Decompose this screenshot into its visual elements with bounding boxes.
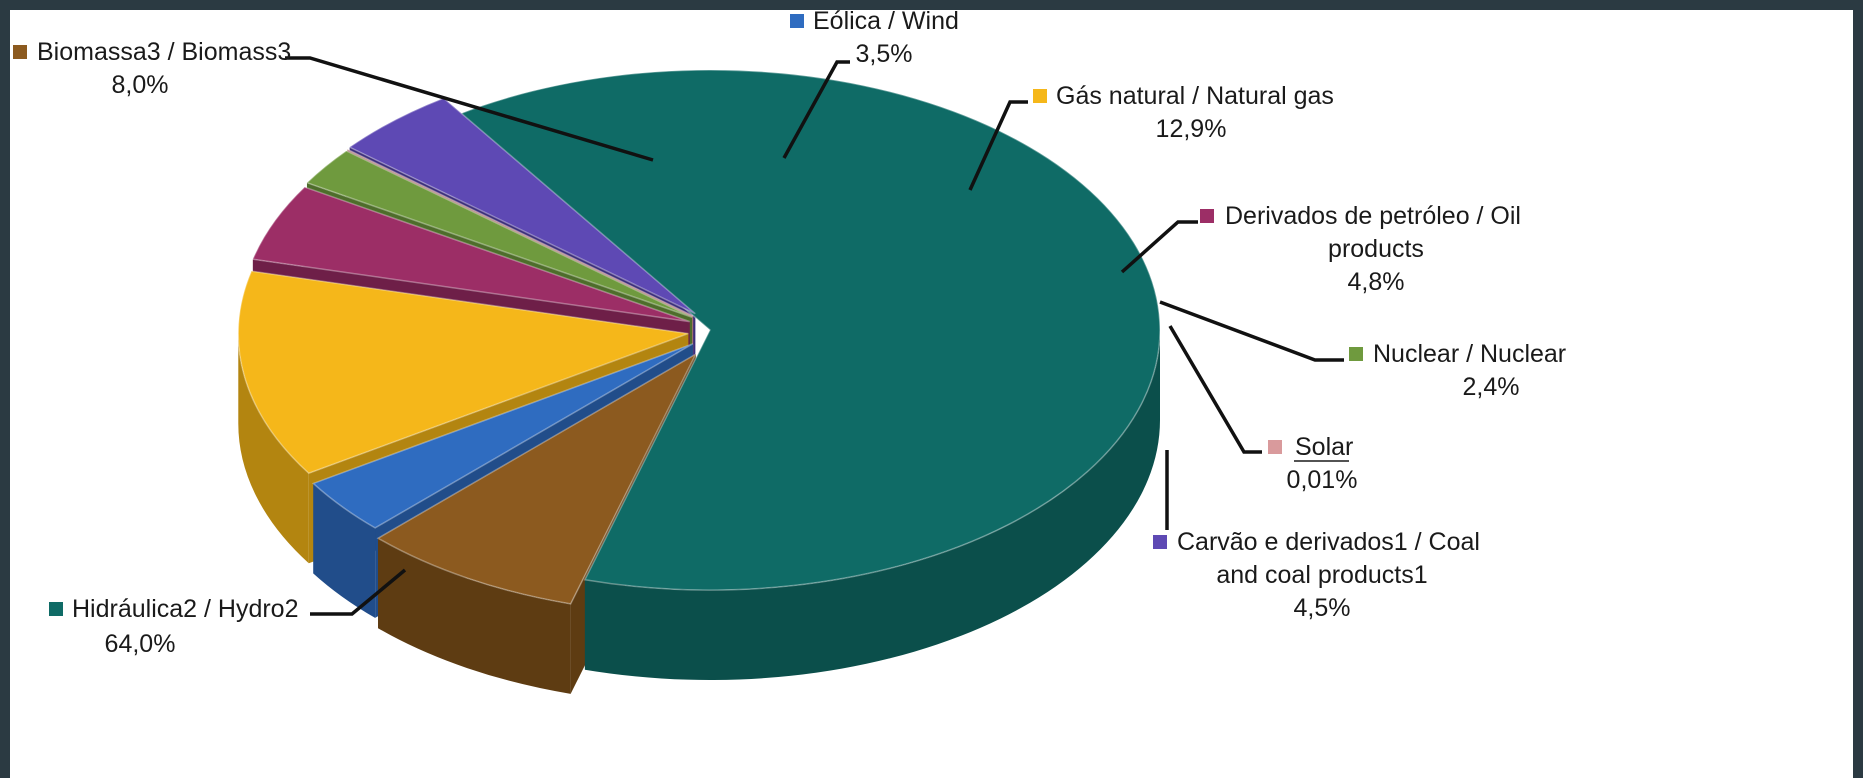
value-hydro: 64,0% [105, 630, 176, 658]
swatch-nuclear [1349, 347, 1363, 361]
slice-oil-products [251, 186, 690, 323]
slice-side-hydro [584, 330, 1160, 680]
leader-line-hydro [310, 568, 407, 616]
label-solar: Solar [1295, 433, 1353, 461]
swatch-hydro [49, 602, 63, 616]
swatch-coal [1153, 535, 1167, 549]
slice-biomass [376, 352, 698, 605]
leader-line-natural-gas [968, 100, 1028, 191]
slice-nuclear [305, 150, 693, 318]
leader-line-oil-products [1120, 220, 1198, 274]
leader-line-nuclear [1159, 300, 1344, 362]
value-oil-products: 4,8% [1348, 268, 1405, 296]
swatch-biomass [13, 45, 27, 59]
label-biomass: Biomassa3 / Biomass3 [37, 38, 291, 66]
leader-line-biomass [285, 56, 654, 162]
value-wind: 3,5% [856, 40, 913, 68]
slice-side-natural-gas [238, 333, 309, 564]
label-nuclear: Nuclear / Nuclear [1373, 340, 1566, 368]
slice-hydro [456, 69, 1161, 591]
value-solar: 0,01% [1287, 466, 1358, 494]
swatch-wind [790, 14, 804, 28]
value-natural-gas: 12,9% [1156, 115, 1227, 143]
leader-line-solar [1168, 325, 1262, 454]
label-coal: Carvão e derivados1 / Coal [1177, 528, 1480, 556]
swatch-natural-gas [1033, 89, 1047, 103]
slice-side-wind [313, 483, 376, 618]
slice-natural-gas [237, 270, 689, 475]
label-wind: Eólica / Wind [813, 10, 959, 35]
slice-wind [311, 343, 694, 529]
value-nuclear: 2,4% [1463, 373, 1520, 401]
label-oil-products: Derivados de petróleo / Oil [1225, 202, 1521, 230]
label-hydro: Hidráulica2 / Hydro2 [72, 595, 299, 623]
slice-side-biomass [378, 538, 571, 694]
label-natural-gas: Gás natural / Natural gas [1056, 82, 1334, 110]
value-coal: 4,5% [1294, 594, 1351, 622]
leader-line-wind [782, 60, 850, 159]
chart-frame: Hidráulica2 / Hydro2 64,0% Biomassa3 / B… [10, 10, 1853, 778]
swatch-oil-products [1200, 209, 1214, 223]
label-coal-2: and coal products1 [1216, 561, 1427, 589]
label-oil-products-2: products [1328, 235, 1424, 263]
swatch-solar [1268, 440, 1282, 454]
pie-chart: Hidráulica2 / Hydro2 64,0% Biomassa3 / B… [13, 10, 1566, 694]
slice-solar [345, 148, 694, 317]
value-biomass: 8,0% [112, 71, 169, 99]
